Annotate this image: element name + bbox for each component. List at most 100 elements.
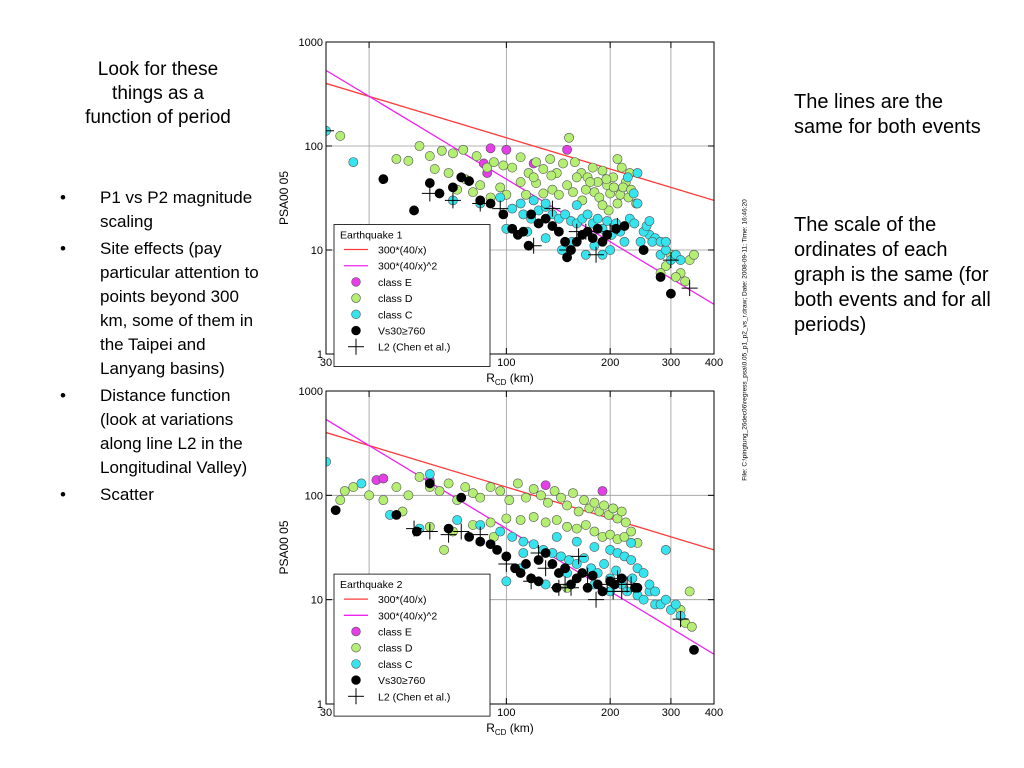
point-class-e	[378, 473, 389, 484]
point-class-d	[556, 492, 566, 503]
x-axis-label-unit: (km)	[506, 371, 533, 385]
legend-entry-label: Vs30≥760	[378, 675, 425, 687]
point-class-d	[335, 131, 346, 141]
bullet-text: Distance function (look at variations al…	[100, 386, 248, 477]
point-class-c	[501, 576, 512, 587]
point-vs30	[498, 209, 509, 220]
point-class-c	[560, 209, 570, 220]
point-vs30	[560, 236, 570, 247]
point-class-d	[495, 182, 506, 193]
x-tick-label: 300	[662, 707, 680, 719]
point-class-c	[518, 536, 529, 547]
point-vs30	[456, 172, 467, 183]
point-class-d	[585, 177, 596, 187]
point-class-d	[364, 490, 374, 501]
point-class-d	[501, 513, 512, 524]
legend-entry-label: 300*(40/x)^2	[378, 610, 437, 622]
point-class-c	[592, 213, 603, 224]
point-class-d	[580, 184, 591, 195]
point-class-c	[599, 559, 609, 569]
bullet-symbol: •	[60, 188, 66, 207]
point-class-d	[414, 141, 425, 151]
legend-swatch-dot	[351, 643, 361, 653]
point-class-d	[468, 488, 478, 499]
point-class-d	[686, 621, 697, 632]
point-vs30	[526, 209, 537, 220]
point-class-d	[448, 148, 458, 159]
legend-entry-label: class D	[378, 293, 413, 305]
point-class-d	[488, 157, 499, 168]
point-class-d	[515, 152, 526, 163]
point-class-d	[521, 492, 531, 503]
point-vs30	[597, 236, 608, 247]
point-vs30	[424, 478, 435, 489]
x-tick-label: 400	[705, 707, 723, 719]
point-class-d	[460, 482, 471, 492]
point-class-d	[538, 188, 549, 199]
point-class-d	[605, 529, 616, 540]
x-tick-label: 400	[705, 357, 723, 369]
point-vs30	[638, 245, 649, 255]
point-class-d	[458, 144, 469, 155]
point-class-d	[562, 500, 572, 511]
point-class-d	[495, 486, 506, 496]
point-class-e	[597, 486, 608, 496]
point-class-c	[660, 594, 671, 605]
y-tick-label: 1000	[299, 386, 323, 398]
point-class-d	[626, 526, 637, 537]
point-class-d	[597, 200, 608, 211]
point-class-c	[507, 531, 518, 542]
point-class-d	[528, 172, 539, 183]
point-vs30	[666, 288, 676, 299]
point-class-e	[485, 143, 496, 154]
point-class-d	[504, 495, 515, 506]
point-class-d	[339, 486, 350, 496]
point-vs30	[464, 176, 475, 186]
x-tick-label: 200	[601, 707, 619, 719]
bullet-symbol: •	[60, 386, 66, 405]
legend-entry-label: class C	[378, 659, 413, 671]
y-tick-label: 1000	[299, 37, 323, 49]
point-class-d	[468, 187, 478, 198]
point-class-d	[587, 162, 598, 173]
point-vs30	[587, 233, 598, 244]
bullet-text: Site effects (pay particular attention t…	[100, 239, 259, 378]
point-class-c	[551, 531, 562, 542]
point-class-d	[543, 497, 553, 508]
bullet-symbol: •	[60, 485, 66, 504]
point-class-c	[571, 536, 582, 547]
point-vs30	[409, 205, 419, 216]
x-tick-label: 30	[320, 357, 332, 369]
point-class-c	[564, 555, 574, 565]
point-vs30	[560, 563, 570, 574]
x-tick-label: 300	[662, 357, 680, 369]
point-class-d	[403, 490, 414, 501]
point-vs30	[602, 229, 613, 240]
point-vs30	[547, 221, 558, 231]
point-class-d	[540, 517, 551, 528]
point-class-d	[689, 249, 699, 260]
point-vs30	[456, 492, 467, 503]
legend-swatch-dot	[351, 659, 361, 669]
legend-swatch-dot	[351, 675, 361, 685]
bullet-list: • P1 vs P2 magnitude scaling • Site effect…	[60, 186, 265, 510]
point-class-d	[612, 198, 623, 209]
point-vs30	[507, 223, 518, 234]
point-class-c	[626, 538, 637, 548]
point-class-d	[568, 488, 578, 499]
point-class-d	[551, 515, 562, 525]
point-class-c	[635, 236, 646, 247]
point-vs30	[391, 509, 402, 520]
y-tick-label: 100	[305, 490, 323, 502]
legend-swatch-dot	[351, 293, 361, 303]
x-tick-label: 200	[601, 357, 619, 369]
legend-entry-label: class C	[378, 309, 413, 321]
point-class-d	[684, 586, 695, 597]
legend-title: Earthquake 2	[340, 579, 403, 591]
point-class-d	[439, 544, 450, 555]
point-class-d	[391, 482, 402, 492]
point-vs30	[485, 539, 496, 550]
legend-swatch-dot	[351, 325, 361, 336]
point-class-c	[582, 209, 593, 220]
point-class-d	[562, 521, 572, 532]
